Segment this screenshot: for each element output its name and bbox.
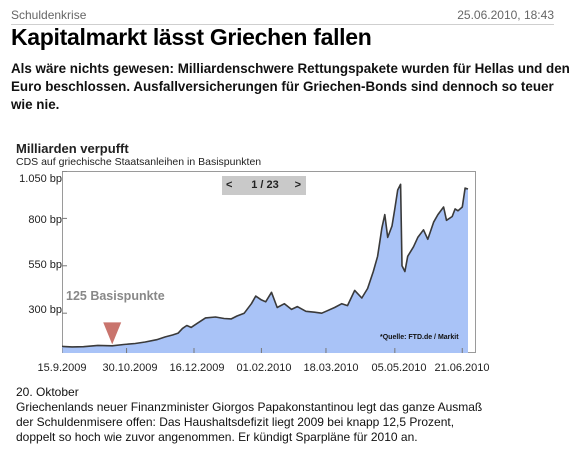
y-tick-800: 800 bp [28,214,62,226]
article-headline: Kapitalmarkt lässt Griechen fallen [11,24,372,50]
x-tick-label: 18.03.2010 [303,362,359,374]
next-slide-button[interactable]: > [294,179,301,191]
chart-title: Milliarden verpufft [16,141,129,156]
y-tick-300: 300 bp [28,304,62,316]
annotation-marker [103,322,122,345]
x-tick-label: 05.05.2010 [371,362,427,374]
header-rule [11,24,554,25]
article-date: 25.06.2010, 18:43 [457,8,554,22]
chart-subtitle: CDS auf griechische Staatsanleihen in Ba… [16,156,262,168]
cds-chart [62,171,476,353]
article-kicker: Schuldenkrise [11,8,87,22]
gallery-nav: < 1 / 23 > [222,176,306,195]
y-tick-1050: 1.050 bp [19,173,62,185]
chart-annotation: 125 Basispunkte [66,289,165,303]
article-lead: Als wäre nichts gewesen: Milliardenschwe… [11,61,570,112]
x-tick-label: 30.10.2009 [102,362,158,374]
series-line [62,183,469,348]
x-tick-label: 21.06.2010 [434,362,490,374]
x-tick-label: 15.9.2009 [37,362,87,374]
chart-source: *Quelle: FTD.de / Markit [380,334,459,341]
event-date: 20. Oktober [16,385,79,399]
slide-counter: 1 / 23 [251,179,279,191]
series-area [62,184,468,353]
x-tick-label: 01.02.2010 [236,362,292,374]
y-tick-550: 550 bp [28,259,62,271]
x-tick-label: 16.12.2009 [169,362,225,374]
prev-slide-button[interactable]: < [226,179,233,191]
event-text: Griechenlands neuer Finanzminister Giorg… [16,400,483,444]
